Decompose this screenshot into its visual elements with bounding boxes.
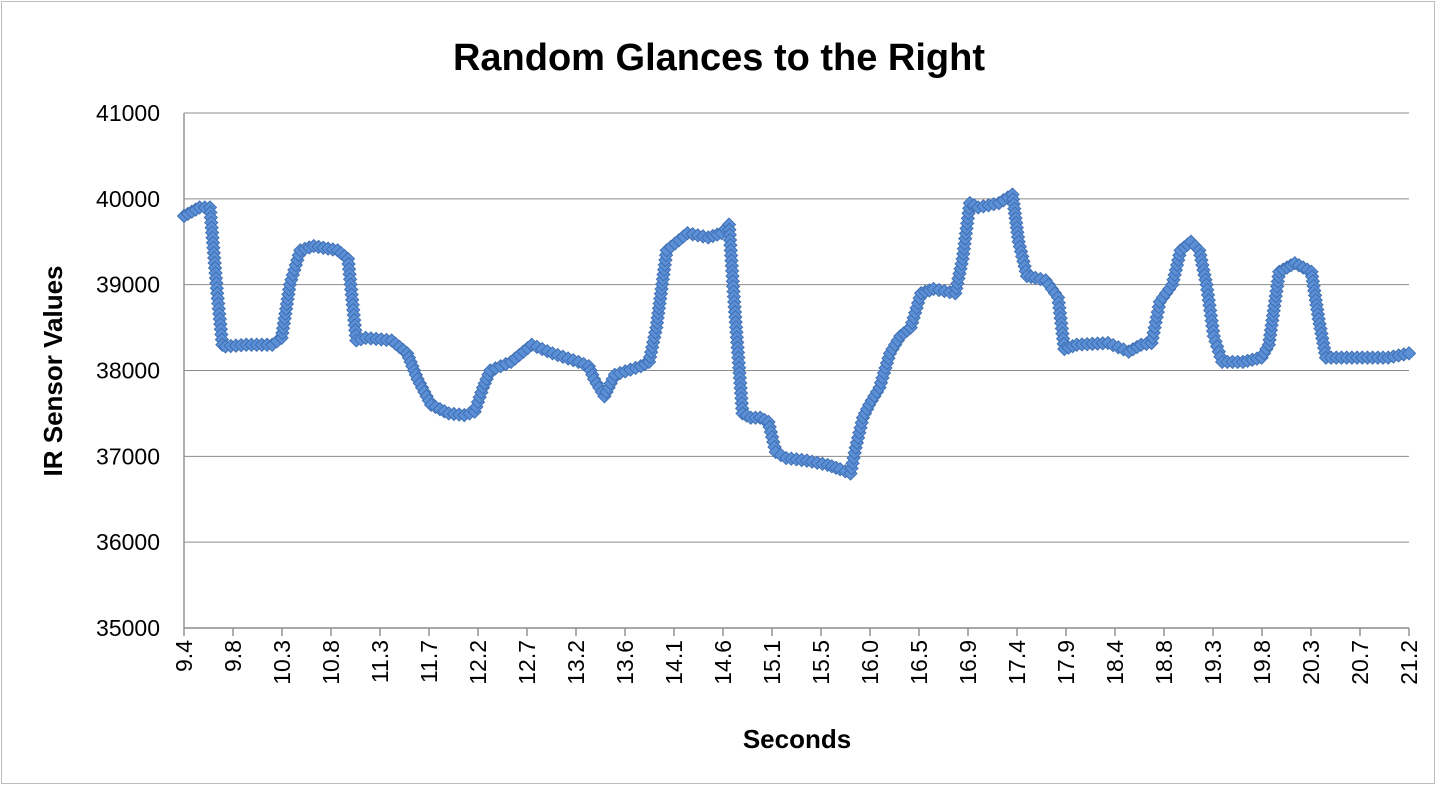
x-tick-label: 12.2 — [465, 640, 491, 685]
y-tick-label: 38000 — [96, 358, 160, 384]
x-tick-label: 18.8 — [1151, 640, 1177, 685]
chart-title: Random Glances to the Right — [453, 37, 985, 79]
x-tick-label: 15.5 — [808, 640, 834, 685]
x-tick-label: 10.8 — [318, 640, 344, 685]
x-tick-label: 19.8 — [1249, 640, 1275, 685]
x-tick-label: 9.4 — [171, 640, 197, 672]
x-tick-label: 19.3 — [1200, 640, 1226, 685]
y-tick-label: 40000 — [96, 186, 160, 212]
y-tick-label: 36000 — [96, 529, 160, 555]
series-line — [176, 187, 1417, 481]
x-tick-label: 13.2 — [563, 640, 589, 685]
x-tick-label: 16.0 — [857, 640, 883, 685]
x-tick-label: 21.2 — [1396, 640, 1422, 685]
y-tick-label: 41000 — [96, 100, 160, 126]
x-tick-label: 9.8 — [220, 640, 246, 672]
x-tick-label: 14.6 — [710, 640, 736, 685]
x-tick-label: 10.3 — [269, 640, 295, 685]
tick-labels: 35000 36000 37000 38000 39000 40000 41000 9.4 9.… — [96, 100, 1422, 685]
x-tick-label: 11.7 — [416, 640, 442, 683]
y-tick-label: 35000 — [96, 615, 160, 641]
x-tick-label: 18.4 — [1102, 640, 1128, 685]
x-tick-label: 16.9 — [955, 640, 981, 685]
y-tick-label: 39000 — [96, 272, 160, 298]
x-tick-label: 20.7 — [1347, 640, 1373, 685]
x-tick-label: 16.5 — [906, 640, 932, 685]
axes — [183, 113, 1410, 636]
x-tick-label: 15.1 — [759, 640, 785, 685]
x-tick-label: 11.3 — [367, 640, 393, 683]
x-tick-label: 17.4 — [1004, 640, 1030, 685]
x-axis-label: Seconds — [743, 724, 851, 754]
x-tick-label: 14.1 — [661, 640, 687, 685]
x-tick-label: 20.3 — [1298, 640, 1324, 685]
x-tick-label: 17.9 — [1053, 640, 1079, 685]
x-tick-label: 13.6 — [612, 640, 638, 685]
y-tick-label: 37000 — [96, 443, 160, 469]
x-tick-label: 12.7 — [514, 640, 540, 685]
gridlines — [184, 112, 1409, 543]
y-axis-label: IR Sensor Values — [38, 266, 68, 477]
data-point-marker — [1401, 346, 1417, 361]
